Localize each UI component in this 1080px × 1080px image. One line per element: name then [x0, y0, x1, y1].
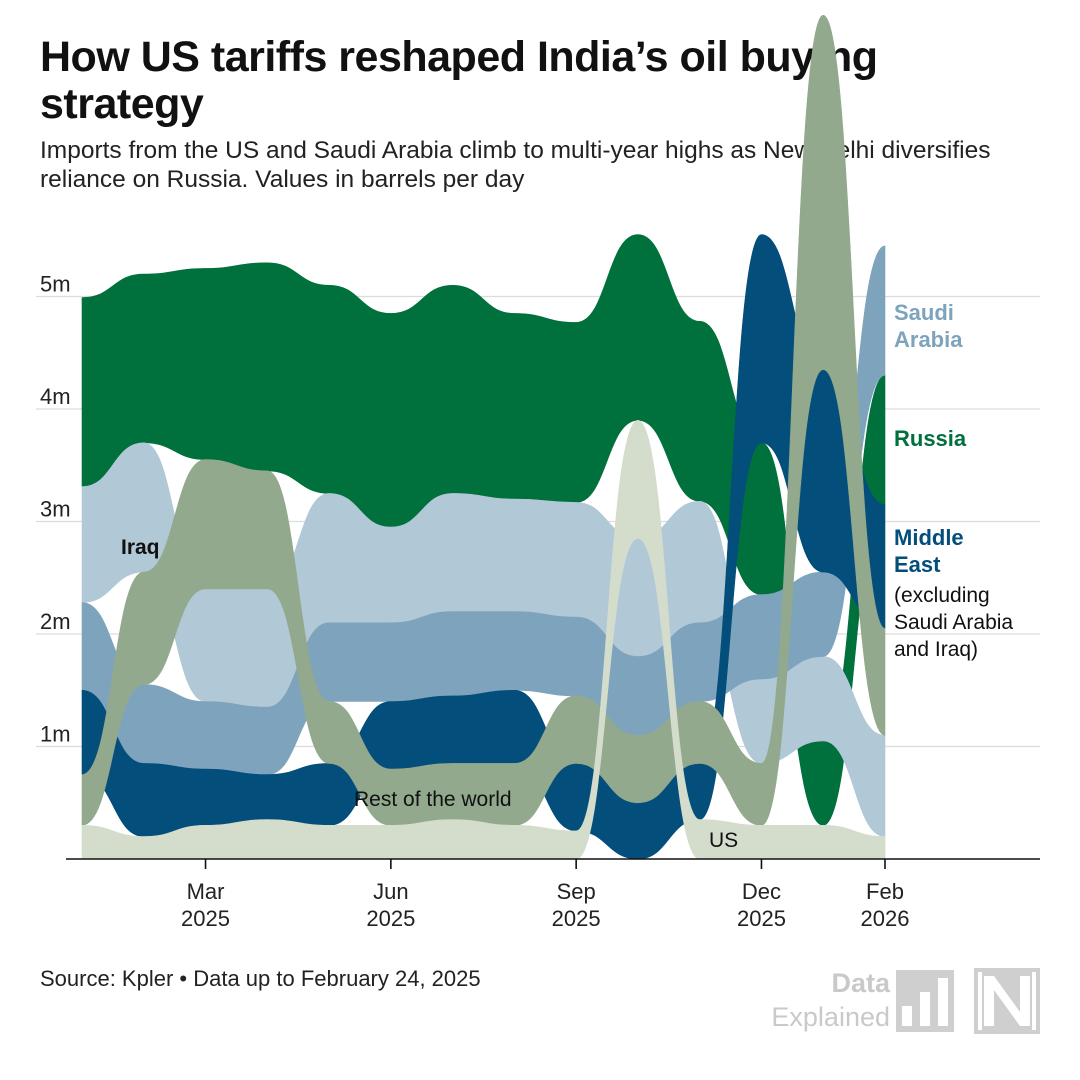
y-tick-label-5m: 5m	[40, 272, 71, 297]
label-middle-east-line1: Middle	[894, 525, 964, 550]
y-axis-ticks: 1m 2m 3m 4m 5m	[40, 272, 71, 747]
x-tick-label-month-sep: Sep	[557, 879, 596, 904]
label-russia: Russia	[894, 426, 967, 451]
y-tick-label-4m: 4m	[40, 384, 71, 409]
chart-title: How US tariffs reshaped India’s oil buyi…	[40, 33, 878, 128]
y-tick-label-3m: 3m	[40, 497, 71, 522]
x-tick-label-year-jun: 2025	[366, 906, 415, 931]
area-rest-of-the-world	[81, 14, 886, 826]
y-tick-label-2m: 2m	[40, 609, 71, 634]
label-middle-east-note1: (excluding	[894, 584, 990, 607]
label-saudi-arabia-line2: Arabia	[894, 327, 963, 352]
label-saudi-arabia-line1: Saudi	[894, 300, 954, 325]
x-tick-label-month-jun: Jun	[373, 879, 408, 904]
x-tick-label-month-dec: Dec	[742, 879, 781, 904]
source-note: Source: Kpler • Data up to February 24, …	[40, 966, 481, 991]
x-tick-label-month-feb: Feb	[866, 879, 904, 904]
label-middle-east-note3: and Iraq)	[894, 638, 978, 661]
brand-word-data: Data	[831, 968, 890, 998]
x-tick-label-year-mar: 2025	[181, 906, 230, 931]
x-tick-label-year-feb: 2026	[861, 906, 910, 931]
data-explained-logo: Data Explained	[744, 964, 1044, 1044]
x-tick-label-month-mar: Mar	[187, 879, 225, 904]
series-areas	[81, 14, 886, 860]
label-rest-of-world: Rest of the world	[354, 788, 512, 811]
x-tick-label-year-dec: 2025	[737, 906, 786, 931]
n-logo-icon	[974, 968, 1040, 1034]
label-middle-east-note2: Saudi Arabia	[894, 611, 1013, 634]
label-iraq: Iraq	[121, 536, 160, 559]
y-tick-label-1m: 1m	[40, 722, 71, 747]
x-tick-label-year-sep: 2025	[552, 906, 601, 931]
bar-chart-icon	[896, 970, 954, 1032]
label-middle-east-line2: East	[894, 552, 941, 577]
brand-word-explained: Explained	[771, 1002, 890, 1032]
area-saudi-arabia	[81, 245, 886, 775]
label-us: US	[709, 829, 738, 852]
